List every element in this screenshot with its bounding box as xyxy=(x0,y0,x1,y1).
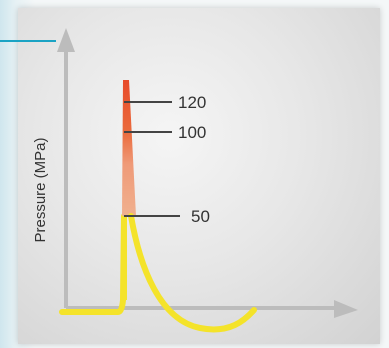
pressure-markers: 120 100 50 xyxy=(124,93,210,226)
pressure-curve-decay xyxy=(128,213,257,333)
chart-panel xyxy=(18,8,380,344)
pressure-curve-baseline xyxy=(59,213,127,315)
marker-label-100: 100 xyxy=(178,123,206,142)
accent-line xyxy=(0,40,56,42)
y-axis-label: Pressure (MPa) xyxy=(32,137,49,242)
marker-label-120: 120 xyxy=(178,93,206,112)
x-axis-arrow xyxy=(334,300,358,318)
marker-label-50: 50 xyxy=(191,207,210,226)
pressure-peak xyxy=(122,80,136,216)
axes xyxy=(57,28,358,318)
pressure-series xyxy=(59,80,257,333)
y-axis-arrow xyxy=(57,28,75,52)
